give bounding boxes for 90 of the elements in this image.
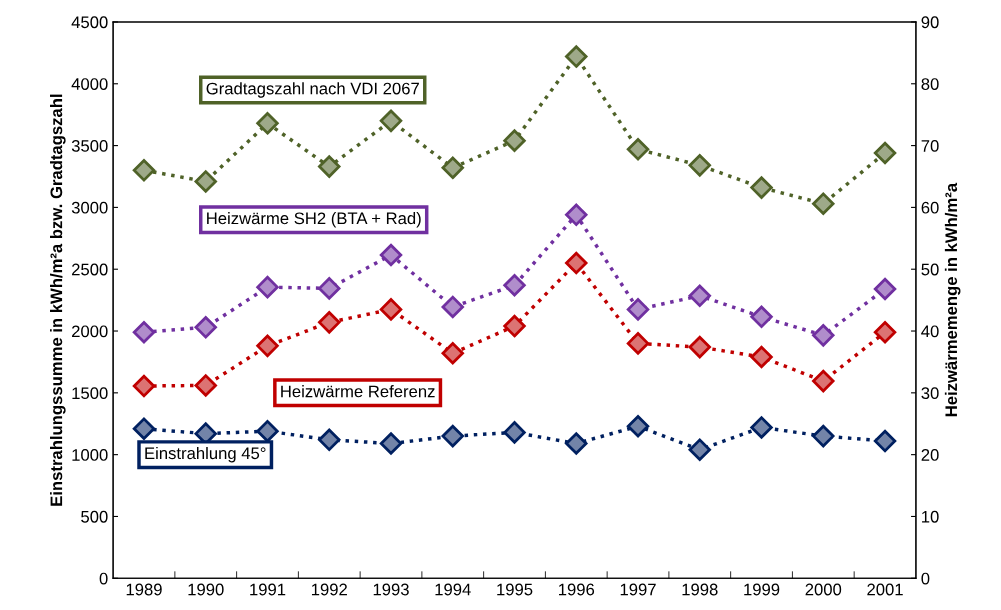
point <box>441 424 464 448</box>
y-tick-label: 1000 <box>72 449 108 461</box>
y2-tick-label: 30 <box>921 387 939 400</box>
y2-tick-label: 20 <box>921 449 939 461</box>
y2-axis-title: Heizwärmemenge in kWh/m²a <box>944 182 961 417</box>
point <box>318 277 341 300</box>
point <box>688 154 711 177</box>
point <box>626 138 650 161</box>
point <box>441 342 464 365</box>
point <box>565 203 588 227</box>
series-label: Einstrahlung 45° <box>145 446 266 463</box>
y-tick-label: 3000 <box>71 201 108 214</box>
point <box>318 155 341 178</box>
y-tick-label: 4500 <box>71 16 108 29</box>
x-tick-label: 1991 <box>250 583 286 596</box>
point <box>132 417 156 440</box>
point <box>873 277 897 301</box>
x-tick-label: 1996 <box>559 583 595 596</box>
point <box>626 298 650 321</box>
y2-tick-label: 90 <box>921 16 939 29</box>
point <box>441 295 464 319</box>
y2-tick-label: 70 <box>921 139 939 152</box>
point <box>318 428 341 452</box>
point <box>750 416 773 439</box>
x-tick-label: 1994 <box>435 583 471 596</box>
point <box>626 332 650 355</box>
point <box>750 176 773 199</box>
y-tick-label: 3500 <box>71 139 108 152</box>
y2-tick-label: 80 <box>921 78 939 90</box>
point <box>565 45 588 68</box>
point <box>812 324 835 347</box>
x-tick-label: 2000 <box>805 583 842 596</box>
point <box>565 432 588 455</box>
point <box>503 421 526 444</box>
point <box>318 311 341 334</box>
point <box>256 419 279 443</box>
point <box>256 334 279 358</box>
y2-tick-label: 0 <box>921 572 930 585</box>
point <box>873 321 897 344</box>
point <box>812 192 835 215</box>
y2-tick-label: 60 <box>921 201 939 214</box>
x-tick-label: 1997 <box>620 583 656 596</box>
point <box>379 243 403 267</box>
x-tick-label: 1999 <box>744 583 780 596</box>
point <box>194 316 217 339</box>
y-tick-label: 1500 <box>72 387 108 400</box>
point <box>565 251 588 275</box>
point <box>626 415 650 438</box>
y-tick-label: 500 <box>81 510 108 523</box>
y-tick-label: 4000 <box>71 78 108 90</box>
point <box>194 374 217 397</box>
series-label: Gradtagszahl nach VDI 2067 <box>206 82 419 98</box>
point <box>750 305 773 329</box>
y2-tick-label: 10 <box>922 510 939 523</box>
point <box>688 335 711 359</box>
series-label: Heizwärme Referenz <box>281 385 435 398</box>
point <box>873 429 897 453</box>
point <box>379 109 403 133</box>
point <box>812 424 835 448</box>
x-tick-label: 2001 <box>867 583 903 596</box>
point <box>132 374 156 398</box>
point <box>503 129 526 152</box>
point <box>379 298 403 321</box>
point <box>132 159 156 182</box>
x-tick-label: 1990 <box>188 583 224 596</box>
y-tick-label: 0 <box>99 572 108 585</box>
y2-tick-label: 50 <box>921 263 939 276</box>
x-tick-label: 1993 <box>373 583 409 596</box>
point <box>441 156 464 180</box>
y-tick-label: 2500 <box>72 263 108 276</box>
point <box>873 141 897 165</box>
point <box>256 275 279 299</box>
point <box>132 321 156 344</box>
x-tick-label: 1992 <box>311 583 347 596</box>
point <box>379 432 403 455</box>
y-axis-title: Einstrahlungssumme in kWh/m²a bzw. Gradtagszahl <box>50 94 66 506</box>
y-tick-label: 2000 <box>72 325 108 338</box>
point <box>688 438 711 461</box>
x-tick-label: 1998 <box>682 583 718 596</box>
point <box>503 314 526 338</box>
point <box>256 112 279 135</box>
x-tick-label: 1989 <box>126 583 162 596</box>
point <box>688 284 711 307</box>
text: Heizwärme SH2 (BTA + Rad) <box>207 211 421 228</box>
point <box>194 170 217 193</box>
point <box>750 345 773 369</box>
x-tick-label: 1995 <box>497 583 533 596</box>
y2-tick-label: 40 <box>921 325 939 338</box>
point <box>503 274 526 297</box>
point <box>812 369 835 393</box>
